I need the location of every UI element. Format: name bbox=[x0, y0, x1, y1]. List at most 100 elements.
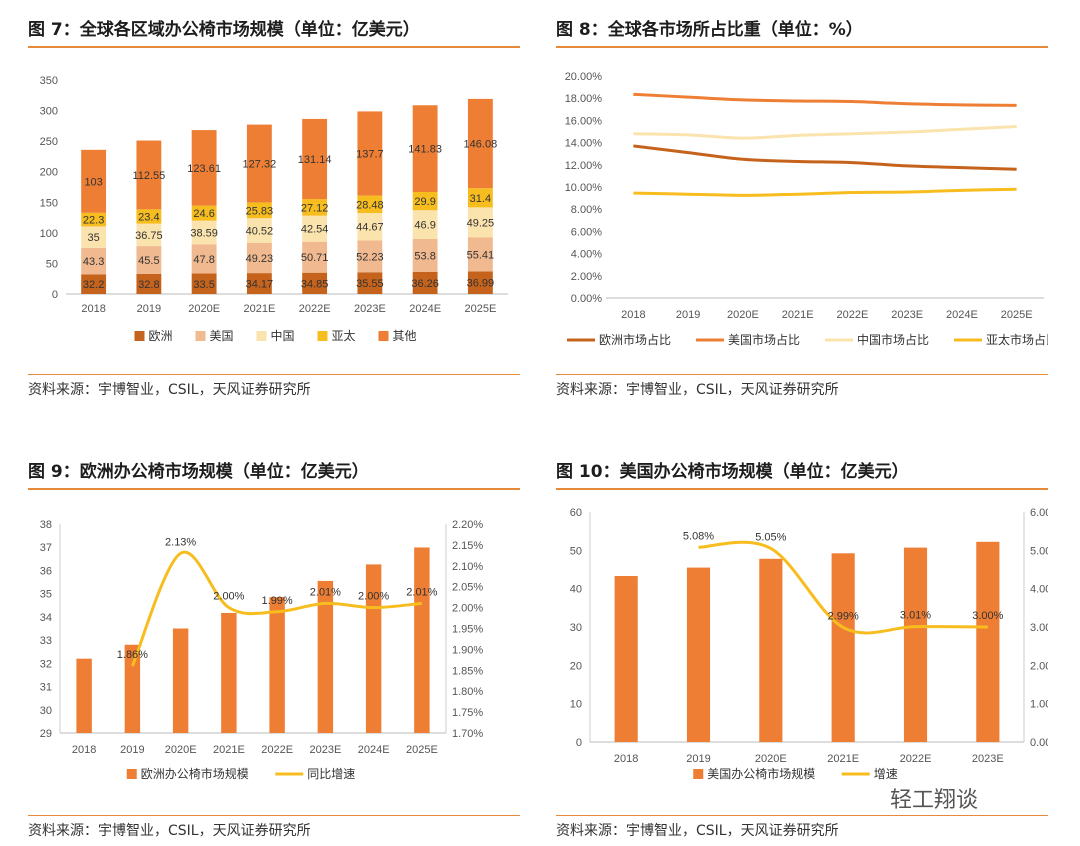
data-label: 46.9 bbox=[414, 220, 435, 232]
bar-segment bbox=[81, 226, 107, 248]
legend-swatch bbox=[317, 331, 328, 341]
bar-segment bbox=[302, 199, 328, 216]
growth-line bbox=[698, 540, 988, 635]
series-line bbox=[633, 187, 1017, 197]
bar-segment bbox=[357, 240, 383, 273]
y-tick-label: 10 bbox=[570, 699, 582, 711]
data-label: 141.83 bbox=[408, 144, 442, 156]
source-note: 资料来源：宇博智业，CSIL，天风证券研究所 bbox=[556, 815, 1048, 846]
y-tick-label: 38 bbox=[40, 519, 52, 531]
x-tick-label: 2023E bbox=[354, 303, 386, 315]
growth-line bbox=[130, 550, 423, 667]
data-label: 22.3 bbox=[83, 215, 104, 227]
y-tick-label: 31 bbox=[40, 682, 52, 694]
chart-title: 图 10：美国办公椅市场规模（单位：亿美元） bbox=[556, 458, 1048, 490]
x-tick-label: 2019 bbox=[137, 303, 161, 315]
bar-segment bbox=[246, 273, 272, 294]
data-label: 146.08 bbox=[464, 139, 498, 151]
growth-label: 3.01% bbox=[900, 610, 931, 622]
panel-market-share: 图 8：全球各市场所占比重（单位：%） 0.00% 2.00% 4.00% 6.00%… bbox=[556, 16, 1048, 411]
y2-tick-label: 4.00% bbox=[1030, 584, 1048, 596]
data-label: 34.85 bbox=[301, 278, 329, 290]
y-tick-label: 12.00% bbox=[565, 160, 603, 172]
bar-segment bbox=[302, 118, 328, 200]
data-label: 112.55 bbox=[132, 170, 165, 182]
y2-tick-label: 0.00% bbox=[1030, 737, 1048, 749]
share-line-chart: 0.00% 2.00% 4.00% 6.00% 8.00% 10.00% 12.00% 14.… bbox=[565, 71, 1048, 347]
x-tick-label: 2024E bbox=[358, 744, 390, 756]
y2-tick-label: 1.70% bbox=[452, 728, 483, 740]
y2-tick-label: 3.00% bbox=[1030, 622, 1048, 634]
x-tick-label: 2018 bbox=[621, 309, 645, 321]
legend-label: 亚太市场占比 bbox=[986, 332, 1048, 347]
chart-title: 图 8：全球各市场所占比重（单位：%） bbox=[556, 16, 1048, 48]
y-tick-label: 2.00% bbox=[571, 271, 602, 283]
legend-label: 亚太 bbox=[332, 328, 356, 343]
bar bbox=[831, 553, 855, 742]
bar bbox=[317, 580, 334, 733]
data-label: 123.61 bbox=[187, 163, 221, 175]
legend-label: 欧洲市场占比 bbox=[599, 332, 671, 347]
data-label: 23.4 bbox=[138, 212, 159, 224]
y2-tick-label: 2.15% bbox=[452, 540, 483, 552]
bar bbox=[221, 612, 237, 733]
y-tick-label: 20 bbox=[570, 660, 582, 672]
data-label: 36.75 bbox=[135, 230, 163, 242]
chart-title: 图 9：欧洲办公椅市场规模（单位：亿美元） bbox=[28, 458, 520, 490]
data-label: 28.48 bbox=[356, 199, 384, 211]
data-label: 35 bbox=[88, 232, 100, 244]
x-tick-label: 2023E bbox=[891, 309, 923, 321]
bar-segment bbox=[302, 272, 328, 294]
y-tick-label: 6.00% bbox=[571, 226, 602, 238]
data-label: 47.8 bbox=[193, 254, 214, 266]
y2-tick-label: 1.95% bbox=[452, 624, 483, 636]
data-label: 131.14 bbox=[298, 154, 332, 166]
bar bbox=[76, 658, 92, 733]
growth-label: 3.00% bbox=[972, 610, 1003, 622]
legend-swatch bbox=[693, 769, 704, 779]
us-bar-line-chart: 0 10 20 30 40 50 60 0.00% 1.00% 2.00% 3.00% 4.00% 5.… bbox=[570, 507, 1048, 781]
x-tick-label: 2023E bbox=[309, 744, 341, 756]
bar bbox=[759, 558, 783, 742]
bar bbox=[903, 547, 928, 742]
y-tick-label: 10.00% bbox=[565, 182, 603, 194]
x-tick-label: 2025E bbox=[406, 744, 438, 756]
y-tick-label: 50 bbox=[570, 545, 582, 557]
growth-label: 2.01% bbox=[406, 586, 437, 598]
x-tick-label: 2019 bbox=[120, 744, 144, 756]
y-tick-label: 35 bbox=[40, 589, 52, 601]
bar bbox=[686, 567, 711, 742]
bar-segment bbox=[412, 238, 438, 272]
growth-label: 1.99% bbox=[262, 595, 293, 607]
bar-segment bbox=[357, 213, 383, 241]
y-tick-label: 29 bbox=[40, 728, 52, 740]
data-label: 43.3 bbox=[83, 256, 104, 268]
x-tick-label: 2021E bbox=[243, 303, 275, 315]
growth-label: 1.86% bbox=[117, 649, 148, 661]
bar-segment bbox=[191, 130, 217, 206]
panel-regional-market: 图 7：全球各区域办公椅市场规模（单位：亿美元） 0 50 100 150 200 250… bbox=[28, 16, 520, 411]
bar-segment bbox=[191, 205, 217, 221]
x-tick-label: 2022E bbox=[900, 753, 932, 765]
y-tick-label: 200 bbox=[40, 167, 58, 179]
legend-swatch bbox=[256, 331, 267, 341]
y-tick-label: 37 bbox=[40, 542, 52, 554]
y-tick-label: 30 bbox=[570, 622, 582, 634]
bar-segment bbox=[467, 237, 493, 272]
x-tick-label: 2022E bbox=[299, 303, 331, 315]
bar-segment bbox=[467, 98, 493, 189]
bar-segment bbox=[246, 218, 272, 244]
legend-label: 美国市场占比 bbox=[728, 332, 800, 347]
x-tick-label: 2024E bbox=[409, 303, 441, 315]
data-label: 36.26 bbox=[411, 278, 439, 290]
bar-segment bbox=[136, 223, 162, 247]
y-tick-label: 18.00% bbox=[565, 93, 603, 105]
x-tick-label: 2018 bbox=[72, 744, 96, 756]
growth-label: 2.00% bbox=[213, 591, 244, 603]
bar bbox=[269, 597, 285, 733]
x-tick-label: 2020E bbox=[188, 303, 220, 315]
bar-segment bbox=[81, 274, 107, 294]
y-tick-label: 30 bbox=[40, 705, 52, 717]
source-note: 资料来源：宇博智业，CSIL，天风证券研究所 bbox=[556, 374, 1048, 405]
europe-bar-line-chart: 29 30 31 32 33 34 35 36 37 38 1.70% 1.75% 1.80% 1.85%… bbox=[40, 519, 484, 781]
